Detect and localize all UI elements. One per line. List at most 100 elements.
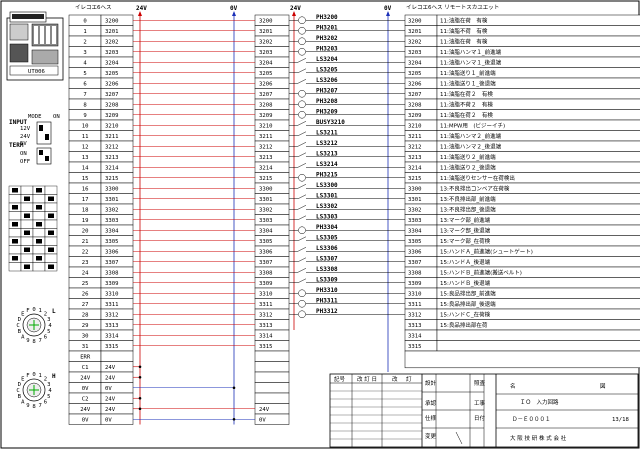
limit-switch-icon <box>297 58 307 63</box>
rotary-digit: 5 <box>47 394 50 400</box>
limit-switch-icon <box>297 142 307 147</box>
remote-address: 3212 <box>408 144 421 150</box>
grid-mark <box>36 205 42 210</box>
remote-description: 11:油脂在荷２ 有検 <box>440 111 493 119</box>
rotary-digit: 5 <box>47 329 50 335</box>
field-terminal-address: 3213 <box>259 155 272 161</box>
sensor-label: PH3312 <box>316 308 338 315</box>
sensor-label: LS3301 <box>316 192 338 199</box>
terminal-address: 3308 <box>105 270 119 276</box>
terminal-address: 3208 <box>105 102 119 108</box>
terminal-address: 3312 <box>105 312 118 318</box>
switch-term-label: TERM <box>9 142 24 149</box>
tb-approved-label: 承認 <box>425 399 437 407</box>
junction-dot <box>138 396 142 400</box>
field-terminal-address: 3309 <box>259 281 272 287</box>
rotary-digit: 6 <box>44 334 47 340</box>
grid-cell <box>32 194 46 204</box>
terminal-number: 1 <box>83 29 86 35</box>
photo-sensor-icon <box>298 37 306 45</box>
limit-switch-icon <box>297 257 307 262</box>
switch-term-on-label: ON <box>20 151 27 157</box>
rotary-digit: A <box>21 334 25 340</box>
tb-date-label: 日付 <box>474 414 486 422</box>
remote-description: 11:MPW用 (ビジーイチ) <box>440 121 505 129</box>
rotary-digit: 8 <box>32 339 36 345</box>
tb-date-header: 改 訂 日 <box>357 375 377 383</box>
field-terminal-address: 0V <box>259 417 266 423</box>
grid-mark <box>36 239 42 244</box>
grid-cell <box>44 253 58 263</box>
junction-dot <box>232 386 236 390</box>
sensor-label: PH3201 <box>316 24 338 31</box>
terminal-number: 4 <box>83 60 87 66</box>
rotary-digit: 9 <box>26 403 29 409</box>
sensor-label: BUSY3210 <box>316 119 345 126</box>
rotary-digit: 2 <box>44 312 47 318</box>
wiring-lines <box>133 11 390 425</box>
remote-unit-header: イレコエ6ヘス リモートスカユエット <box>406 4 499 11</box>
terminal-address: 3311 <box>105 302 118 308</box>
sensor-label: PH3209 <box>316 108 338 115</box>
terminal-number: 27 <box>82 302 89 308</box>
terminal-address: 3315 <box>105 344 118 350</box>
remote-address: 3201 <box>408 29 421 35</box>
photo-sensor-icon <box>298 100 306 108</box>
limit-switch-icon <box>297 205 307 210</box>
field-terminal-address: 3215 <box>259 176 272 182</box>
photo-sensor-icon <box>298 48 306 56</box>
tb-revise-header: 改 <box>392 375 398 383</box>
sensor-label: PH3310 <box>316 287 338 294</box>
terminal-number: 30 <box>82 333 89 339</box>
terminal-number: 21 <box>82 239 89 245</box>
limit-switch-icon <box>297 247 307 252</box>
terminal-address: 3210 <box>105 123 118 129</box>
limit-switch-icon <box>297 236 307 241</box>
sensor-label: LS3308 <box>316 266 338 273</box>
remote-description: 15:マーク部_在荷検 <box>440 237 491 245</box>
remote-address: 3301 <box>408 197 421 203</box>
field-terminal-address: 3203 <box>259 50 272 56</box>
remote-description: 13:マーク部_前進端 <box>440 216 491 224</box>
sensor-label: PH3200 <box>316 14 338 21</box>
remote-address: 3315 <box>408 344 421 350</box>
tb-checked-label: 照査 <box>474 379 486 387</box>
photo-sensor-icon <box>298 90 306 98</box>
remote-address: 3203 <box>408 50 421 56</box>
terminal-number: 13 <box>82 155 89 161</box>
address-setting-grid <box>8 185 58 272</box>
grid-mark <box>48 230 54 235</box>
remote-description: 15:ハンドＢ_前進端(搬送ベルト) <box>440 268 522 276</box>
field-terminal-table: 3200 3201 3202 3203 3204 3205 3206 3207 3208 3209… <box>254 14 290 425</box>
photo-sensor-icon <box>298 27 306 35</box>
rail-0v-label-2: 0V <box>384 5 392 12</box>
rotary-digit: B <box>18 394 22 400</box>
remote-address: 3300 <box>408 186 421 192</box>
rotary-digit: B <box>18 329 22 335</box>
sensor-label: LS3309 <box>316 276 338 283</box>
remote-address: 3211 <box>408 134 421 140</box>
remote-address: 3303 <box>408 218 421 224</box>
terminal-address: 3200 <box>105 18 118 24</box>
terminal-address: 3206 <box>105 81 118 87</box>
grid-mark <box>36 256 42 261</box>
remote-description: 11:油脂ハンマ１_後退端 <box>440 58 502 66</box>
grid-cell <box>44 219 58 229</box>
field-terminal-address: 24V <box>259 407 270 413</box>
grid-cell <box>44 185 58 195</box>
terminal-number: 28 <box>82 312 89 318</box>
terminal-number: 18 <box>82 207 89 213</box>
remote-description: 13:不良排出部_前進端 <box>440 195 496 203</box>
sensor-label: LS3213 <box>316 150 338 157</box>
switch-mode-label: MODE <box>28 114 42 120</box>
remote-description: 11:油脂送り２_後退端 <box>440 163 496 171</box>
sensor-symbols: PH3200 PH3201 PH3202 PH3203 LS3204 LS3205 LS32… <box>289 14 405 318</box>
sensor-label: LS3305 <box>316 234 338 241</box>
terminal-number: 11 <box>82 134 89 140</box>
dip-switch-panel: INPUT MODE ON 12V 24V 5V TERM ON OFF <box>9 114 60 165</box>
remote-address: 3205 <box>408 71 421 77</box>
photo-sensor-icon <box>298 310 306 318</box>
remote-unit-table: 3200 11:油脂在荷 有検 3201 11:油脂不荷 有検 3202 11:油脂在荷 … <box>404 14 640 369</box>
junction-dot <box>232 417 236 421</box>
